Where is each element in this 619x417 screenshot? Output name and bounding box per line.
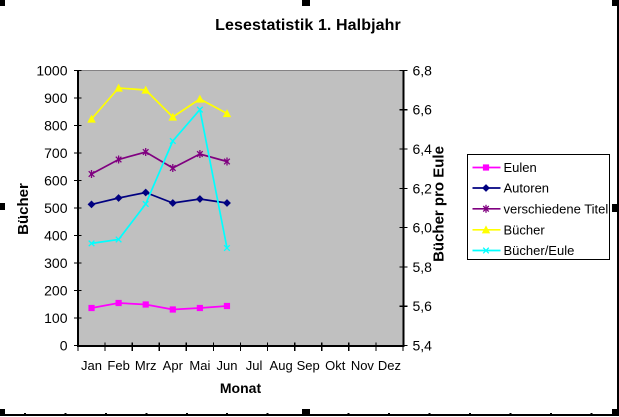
svg-text:Jan: Jan <box>81 358 102 373</box>
svg-text:5,8: 5,8 <box>413 259 433 275</box>
svg-text:verschiedene Titel: verschiedene Titel <box>504 202 609 217</box>
svg-text:5,6: 5,6 <box>413 298 433 314</box>
svg-text:Mai: Mai <box>189 358 210 373</box>
svg-text:5,4: 5,4 <box>413 337 433 353</box>
svg-text:Autoren: Autoren <box>504 181 550 196</box>
svg-text:Jun: Jun <box>216 358 237 373</box>
svg-text:600: 600 <box>44 172 68 188</box>
svg-text:Bücher pro Eule: Bücher pro Eule <box>431 146 448 262</box>
svg-text:400: 400 <box>44 227 68 243</box>
svg-text:Bücher/Eule: Bücher/Eule <box>504 243 575 258</box>
svg-text:800: 800 <box>44 117 68 133</box>
svg-text:700: 700 <box>44 145 68 161</box>
svg-text:Sep: Sep <box>297 358 320 373</box>
svg-text:Bücher: Bücher <box>504 223 546 238</box>
svg-text:Aug: Aug <box>270 358 293 373</box>
svg-text:6,8: 6,8 <box>413 62 433 78</box>
svg-text:6,2: 6,2 <box>413 180 433 196</box>
svg-text:Feb: Feb <box>107 358 129 373</box>
svg-text:Mrz: Mrz <box>135 358 157 373</box>
svg-text:0: 0 <box>60 337 68 353</box>
svg-text:1000: 1000 <box>36 62 67 78</box>
svg-text:Nov: Nov <box>351 358 375 373</box>
svg-text:900: 900 <box>44 90 68 106</box>
svg-text:Monat: Monat <box>220 380 262 396</box>
svg-text:500: 500 <box>44 200 68 216</box>
svg-text:Apr: Apr <box>163 358 184 373</box>
svg-text:Lesestatistik 1. Halbjahr: Lesestatistik 1. Halbjahr <box>215 17 401 34</box>
svg-text:6,4: 6,4 <box>413 141 433 157</box>
svg-text:Okt: Okt <box>325 358 346 373</box>
svg-text:100: 100 <box>44 310 68 326</box>
svg-text:Eulen: Eulen <box>504 160 537 175</box>
svg-text:200: 200 <box>44 282 68 298</box>
svg-text:Bücher: Bücher <box>15 183 32 235</box>
svg-text:6,0: 6,0 <box>413 220 433 236</box>
svg-text:300: 300 <box>44 255 68 271</box>
svg-text:Jul: Jul <box>246 358 263 373</box>
svg-text:Dez: Dez <box>378 358 401 373</box>
svg-text:6,6: 6,6 <box>413 102 433 118</box>
